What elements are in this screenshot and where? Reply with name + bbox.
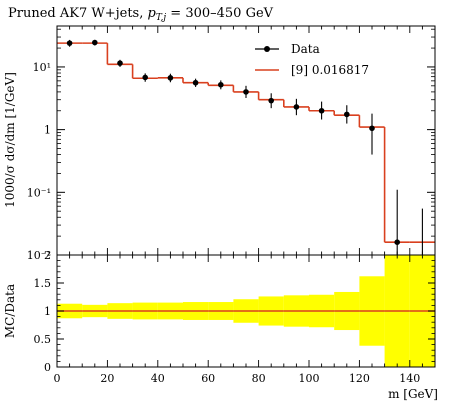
xtick-label-2: 40 <box>151 372 165 385</box>
ratio-ytick-label-4: 2 <box>44 249 51 262</box>
main-axis-ticks: 10⁻² 10⁻¹ 1 10¹ <box>27 26 436 262</box>
xtick-label-3: 60 <box>201 372 215 385</box>
data-point-13 <box>394 239 401 246</box>
data-point-5 <box>192 79 199 86</box>
main-ytick-label-2: 1 <box>44 124 51 137</box>
main-ytick-label-1: 10⁻¹ <box>27 186 51 199</box>
ratio-ytick-label-3: 1.5 <box>34 277 52 290</box>
ratio-panel: 00.511.520 20 40 60 80 100 120 140 MC/Data m [G… <box>3 249 438 401</box>
data-point-7 <box>243 89 249 95</box>
legend-mc-label: [9] 0.016817 <box>291 63 369 77</box>
legend-data-label: Data <box>291 42 320 56</box>
main-ytick-label-3: 10¹ <box>33 61 51 74</box>
main-ytick-label-0: 10⁻² <box>27 249 51 262</box>
title-text: Pruned AK7 W+jets, <box>8 6 148 21</box>
data-point-6 <box>218 81 224 88</box>
ratio-ytick-label-1: 0.5 <box>34 333 52 346</box>
xtick-label-1: 20 <box>100 372 114 385</box>
title-cut-subscript: T,j <box>156 13 167 23</box>
chart-title: Pruned AK7 W+jets, pT,j = 300–450 GeV <box>8 6 274 23</box>
xtick-label-0: 0 <box>54 372 61 385</box>
x-axis-label: m [GeV] <box>388 387 438 401</box>
ratio-ytick-label-0: 0 <box>44 361 51 374</box>
data-point-2 <box>117 60 123 66</box>
title-cut-range: = 300–450 GeV <box>166 6 273 21</box>
data-point-4 <box>167 75 174 81</box>
data-point-12 <box>369 125 375 132</box>
xtick-label-4: 80 <box>252 372 266 385</box>
legend-data-marker <box>264 46 270 52</box>
data-points-layer <box>66 39 423 255</box>
title-cut-variable: p <box>148 6 157 21</box>
data-point-11 <box>344 111 350 118</box>
svg-text:Pruned AK7 W+jets, pT,j = 300–: Pruned AK7 W+jets, pT,j = 300–450 GeV <box>8 6 274 23</box>
data-point-1 <box>92 39 98 46</box>
legend: Data [9] 0.016817 <box>255 42 369 77</box>
data-point-9 <box>293 104 300 110</box>
xtick-label-6: 120 <box>349 372 370 385</box>
data-point-3 <box>142 74 148 81</box>
main-plot-frame <box>56 25 436 256</box>
main-y-axis-label: 1000/σ dσ/dm [1/GeV] <box>3 72 17 208</box>
data-point-0 <box>66 40 73 46</box>
xtick-label-7: 140 <box>399 372 420 385</box>
ratio-y-axis-label: MC/Data <box>3 284 17 338</box>
data-point-10 <box>318 107 325 114</box>
ratio-axis-ticks: 00.511.520 20 40 60 80 100 120 140 <box>34 249 436 385</box>
ratio-ytick-label-2: 1 <box>44 305 51 318</box>
mc-histogram-layer <box>57 42 435 244</box>
main-panel: 10⁻² 10⁻¹ 1 10¹ 1000/σ dσ/dm [1/GeV] Data [… <box>3 25 436 262</box>
xtick-label-5: 100 <box>299 372 320 385</box>
data-point-8 <box>268 97 275 104</box>
